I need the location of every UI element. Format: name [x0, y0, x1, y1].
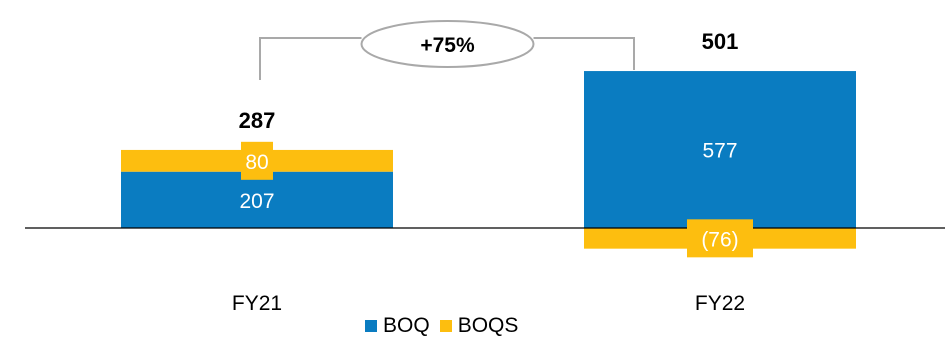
legend-swatch-boq	[365, 320, 377, 332]
category-label-fy22: FY22	[695, 292, 745, 315]
category-label-fy21: FY21	[232, 292, 282, 315]
growth-connector: +75%	[259, 20, 635, 80]
growth-connector-left	[259, 37, 362, 80]
value-label-boq-fy21: 207	[239, 190, 274, 213]
legend-swatch-boqs	[439, 320, 452, 332]
labels-layer: 207 80 287 FY21 577 (76) 501 FY22	[232, 29, 753, 315]
legend: BOQ BOQS	[365, 314, 528, 338]
total-label-fy22: 501	[702, 29, 739, 54]
legend-label-boqs: BOQS	[457, 314, 519, 337]
label-tab-boqs-fy21	[241, 141, 273, 180]
legend-item-boq: BOQ	[365, 314, 430, 338]
label-tab-boqs-fy22	[687, 219, 753, 258]
value-label-boq-fy22: 577	[702, 140, 737, 163]
growth-ellipse	[360, 20, 535, 68]
value-label-boqs-fy22: (76)	[701, 228, 738, 251]
value-label-boqs-fy21: 80	[245, 151, 268, 174]
bars-layer	[121, 71, 856, 249]
growth-connector-right	[533, 37, 635, 70]
bar-boq-fy21	[121, 171, 393, 228]
legend-item-boqs: BOQS	[439, 314, 519, 338]
legend-label-boq: BOQ	[383, 314, 430, 337]
total-label-fy21: 287	[239, 108, 276, 133]
bar-boq-fy22	[584, 71, 856, 228]
growth-label: +75%	[420, 34, 475, 57]
